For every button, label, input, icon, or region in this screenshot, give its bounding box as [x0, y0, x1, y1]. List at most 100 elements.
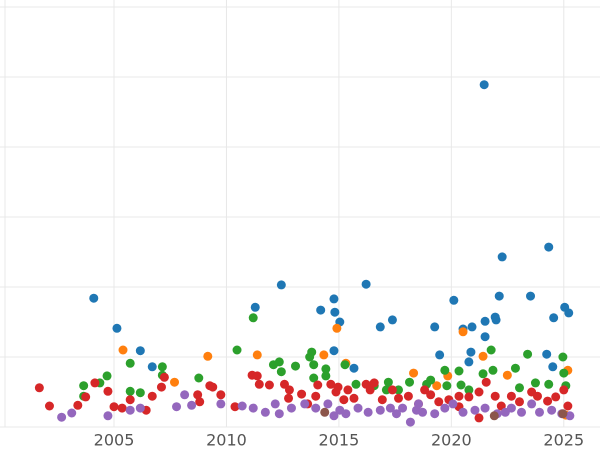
- point: [526, 291, 536, 301]
- point: [112, 323, 122, 333]
- point: [549, 313, 559, 323]
- point: [89, 293, 99, 303]
- point: [172, 402, 182, 412]
- point: [284, 393, 294, 403]
- point: [365, 385, 375, 395]
- point: [387, 315, 397, 325]
- point: [464, 357, 474, 367]
- point: [320, 407, 330, 417]
- point: [506, 391, 516, 401]
- point: [543, 396, 553, 406]
- point: [464, 385, 474, 395]
- point: [398, 403, 408, 413]
- point: [491, 315, 501, 325]
- point: [147, 362, 157, 372]
- point: [530, 378, 540, 388]
- point: [250, 302, 260, 312]
- point: [300, 399, 310, 409]
- point: [309, 360, 319, 370]
- point: [276, 367, 286, 377]
- point: [456, 380, 466, 390]
- point: [375, 322, 385, 332]
- point: [156, 382, 166, 392]
- point: [341, 409, 351, 419]
- point: [544, 379, 554, 389]
- point: [489, 411, 499, 421]
- point: [276, 280, 286, 290]
- x-tick-label: 2005: [94, 431, 135, 450]
- point: [478, 351, 488, 361]
- point: [208, 382, 218, 392]
- point: [103, 411, 113, 421]
- point: [307, 347, 317, 357]
- point: [309, 373, 319, 383]
- point: [157, 362, 167, 372]
- point: [480, 403, 490, 413]
- point: [494, 291, 504, 301]
- point: [291, 361, 301, 371]
- point: [248, 313, 258, 323]
- point: [135, 403, 145, 413]
- point: [559, 385, 569, 395]
- point: [486, 345, 496, 355]
- point: [418, 407, 428, 417]
- point: [252, 350, 262, 360]
- point: [458, 327, 468, 337]
- point: [90, 378, 100, 388]
- point: [147, 391, 157, 401]
- point: [349, 363, 359, 373]
- point: [73, 400, 83, 410]
- point: [480, 332, 490, 342]
- point: [432, 381, 442, 391]
- point: [449, 295, 459, 305]
- point: [230, 402, 240, 412]
- point: [391, 409, 401, 419]
- point: [330, 307, 340, 317]
- point: [180, 390, 190, 400]
- point: [551, 392, 561, 402]
- point: [311, 403, 321, 413]
- point: [542, 349, 552, 359]
- point: [405, 417, 415, 427]
- point: [339, 395, 349, 405]
- point: [232, 345, 242, 355]
- point: [405, 377, 415, 387]
- point: [170, 377, 180, 387]
- point: [488, 365, 498, 375]
- point: [361, 279, 371, 289]
- point: [563, 401, 573, 411]
- point: [67, 408, 77, 418]
- point: [125, 358, 135, 368]
- point: [506, 403, 516, 413]
- point: [497, 252, 507, 262]
- point: [481, 377, 491, 387]
- point: [44, 401, 54, 411]
- point: [369, 378, 379, 388]
- point: [102, 371, 112, 381]
- point: [430, 409, 440, 419]
- x-tick-label: 2020: [431, 431, 472, 450]
- point: [527, 399, 537, 409]
- point: [125, 405, 135, 415]
- point: [118, 345, 128, 355]
- point: [109, 402, 119, 412]
- point: [332, 323, 342, 333]
- point: [502, 370, 512, 380]
- point: [523, 349, 533, 359]
- point: [203, 351, 213, 361]
- point: [343, 385, 353, 395]
- point: [81, 392, 91, 402]
- point: [216, 399, 226, 409]
- point: [414, 399, 424, 409]
- point: [316, 305, 326, 315]
- point: [434, 397, 444, 407]
- point: [195, 397, 205, 407]
- point: [383, 377, 393, 387]
- point: [544, 242, 554, 252]
- point: [420, 385, 430, 395]
- point: [394, 393, 404, 403]
- point: [57, 412, 67, 422]
- point: [442, 381, 452, 391]
- point: [558, 352, 568, 362]
- point: [559, 368, 569, 378]
